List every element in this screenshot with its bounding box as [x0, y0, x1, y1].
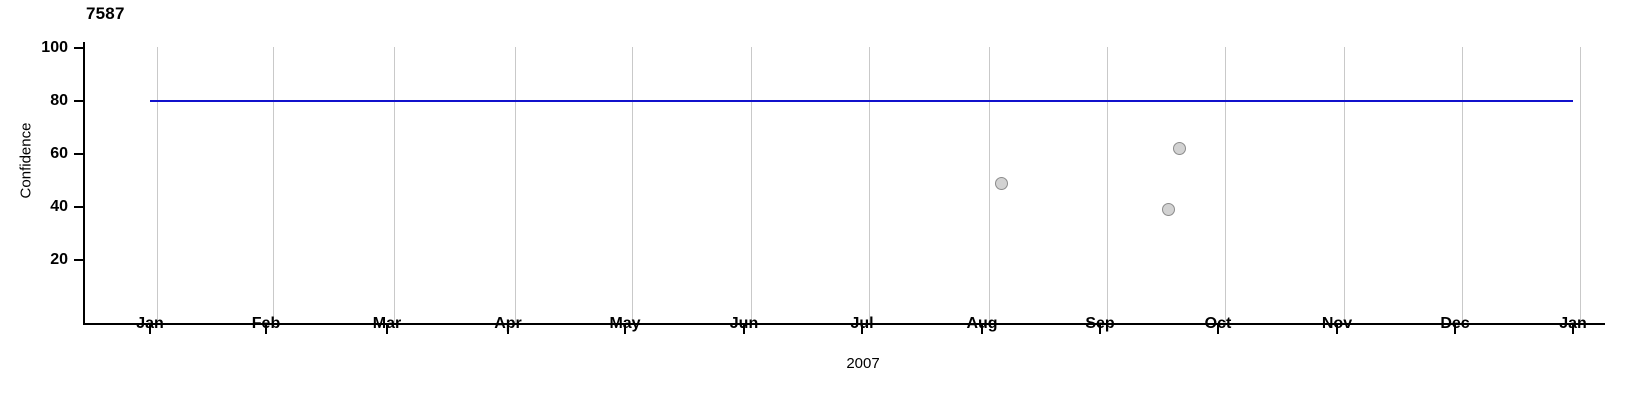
x-tick-label: May	[609, 315, 641, 332]
gridline-vertical	[157, 47, 158, 323]
gridline-vertical	[1107, 47, 1108, 323]
x-axis-label: 2007	[0, 355, 1650, 372]
y-tick-mark	[74, 47, 83, 49]
chart-title: 7587	[86, 4, 125, 23]
x-tick-label: Aug	[966, 315, 998, 332]
y-tick-mark	[74, 100, 83, 102]
y-tick-label: 80	[50, 92, 68, 109]
gridline-vertical	[632, 47, 633, 323]
y-tick-mark	[74, 259, 83, 261]
gridline-vertical	[869, 47, 870, 323]
x-tick-label: Sep	[1085, 315, 1115, 332]
y-axis-line	[83, 42, 85, 325]
x-tick-mark	[1217, 325, 1219, 334]
x-tick-mark	[624, 325, 626, 334]
x-tick-mark	[149, 325, 151, 334]
x-tick-label: Nov	[1321, 315, 1353, 332]
x-tick-label: Mar	[372, 315, 402, 332]
x-tick-mark	[265, 325, 267, 334]
gridline-vertical	[515, 47, 516, 323]
x-tick-mark	[1336, 325, 1338, 334]
x-tick-label: Jan	[136, 315, 164, 332]
x-tick-label: Feb	[251, 315, 281, 332]
gridline-vertical	[273, 47, 274, 323]
gridline-vertical	[1344, 47, 1345, 323]
x-tick-mark	[386, 325, 388, 334]
gridline-vertical	[1225, 47, 1226, 323]
x-tick-label: Jun	[729, 315, 759, 332]
x-axis-label-text: 2007	[846, 355, 880, 372]
gridline-vertical	[1462, 47, 1463, 323]
x-tick-mark	[1099, 325, 1101, 334]
x-tick-mark	[1572, 325, 1574, 334]
y-tick-label: 60	[50, 145, 68, 162]
threshold-line	[150, 100, 1573, 102]
x-tick-label: Apr	[494, 315, 522, 332]
gridline-vertical	[751, 47, 752, 323]
data-point[interactable]	[994, 176, 1008, 190]
x-axis-line	[83, 323, 1605, 325]
x-tick-mark	[861, 325, 863, 334]
y-tick-mark	[74, 153, 83, 155]
x-tick-label: Jul	[850, 315, 874, 332]
x-tick-mark	[1454, 325, 1456, 334]
data-point[interactable]	[1172, 142, 1186, 156]
data-point[interactable]	[1161, 203, 1175, 217]
y-tick-mark	[74, 206, 83, 208]
x-tick-label: Oct	[1204, 315, 1232, 332]
x-tick-mark	[507, 325, 509, 334]
gridline-vertical	[394, 47, 395, 323]
y-tick-label: 20	[50, 251, 68, 268]
y-tick-label: 40	[50, 198, 68, 215]
x-tick-mark	[743, 325, 745, 334]
gridline-vertical	[989, 47, 990, 323]
x-tick-label: Jan	[1559, 315, 1587, 332]
x-tick-mark	[981, 325, 983, 334]
y-tick-label: 100	[41, 39, 68, 56]
x-tick-label: Dec	[1440, 315, 1470, 332]
gridline-vertical	[1580, 47, 1581, 323]
